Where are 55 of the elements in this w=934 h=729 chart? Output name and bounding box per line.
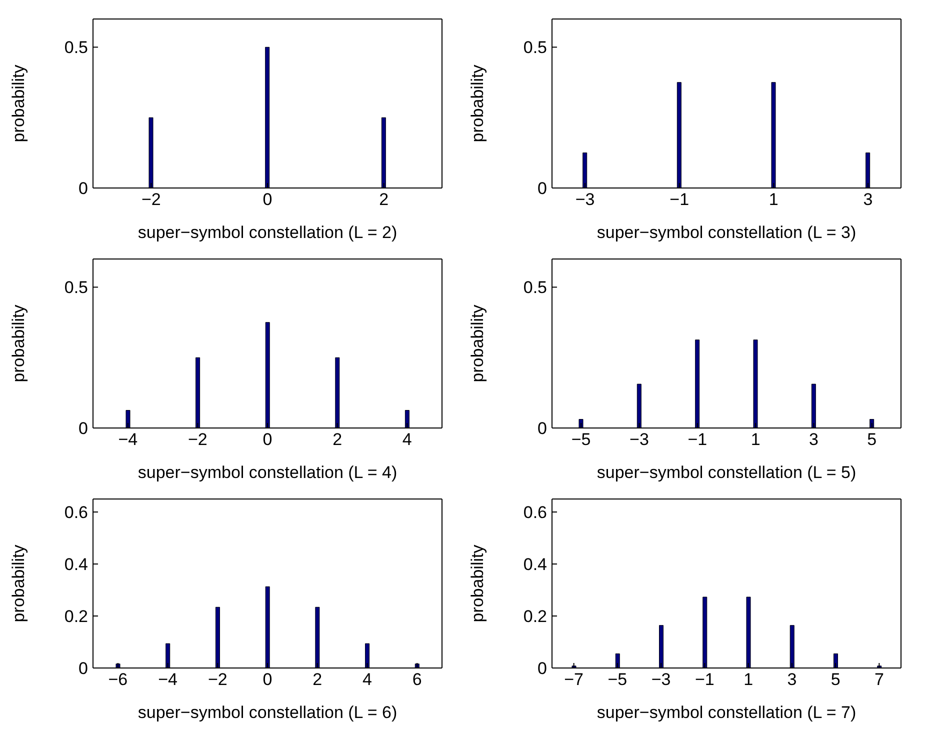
x-tick-label: 4 [362,670,372,690]
x-tick-label: 2 [312,670,322,690]
x-tick-label: −4 [158,670,178,690]
x-tick-label: −2 [208,670,228,690]
y-axis-title: probability [9,304,28,382]
x-tick-label: −6 [108,670,128,690]
x-axis-title: super−symbol constellation (L = 7) [596,703,856,722]
y-tick-label: 0.6 [64,503,88,522]
x-tick-label: 7 [874,670,884,690]
x-tick-label: 4 [402,430,412,450]
y-axis-title: probability [468,544,488,622]
x-axis-title: super−symbol constellation (L = 5) [596,463,856,482]
x-axis-title: super−symbol constellation (L = 2) [138,223,398,242]
x-tick-label: 6 [412,670,422,690]
x-tick-label: −3 [651,670,671,690]
x-tick-label: −2 [141,190,161,210]
y-tick-label: 0.5 [523,278,547,298]
x-tick-label: −2 [188,430,208,450]
y-tick-label: 0.6 [523,503,547,522]
x-tick-label: −7 [564,670,584,690]
x-tick-label: 3 [809,430,818,450]
y-axis-title: probability [468,304,488,382]
x-tick-label: 3 [787,670,797,690]
x-tick-label: −5 [608,670,628,690]
x-tick-label: −3 [575,190,595,210]
x-axis-title: super−symbol constellation (L = 6) [138,703,398,722]
x-tick-label: −1 [670,190,690,210]
y-axis-title: probability [9,64,28,142]
x-tick-label: 2 [332,430,342,450]
x-tick-label: 0 [262,190,272,210]
x-tick-label: −5 [571,430,591,450]
y-tick-label: 0.5 [64,278,88,298]
x-axis-title: super−symbol constellation (L = 4) [138,463,398,482]
y-tick-label: 0.5 [523,38,547,58]
x-tick-label: −1 [694,670,714,690]
x-tick-label: 1 [750,430,760,450]
y-axis-title: probability [9,544,28,622]
x-tick-label: 5 [830,670,840,690]
y-tick-label: 0.2 [64,607,88,626]
x-tick-label: −4 [118,430,138,450]
x-tick-label: 5 [867,430,877,450]
x-tick-label: 0 [262,670,272,690]
y-tick-label: 0.5 [64,38,88,58]
y-tick-label: 0.4 [64,555,88,574]
x-tick-label: 0 [262,430,272,450]
y-tick-label: 0.2 [523,607,547,626]
x-axis-title: super−symbol constellation (L = 3) [596,223,856,242]
x-tick-label: −3 [630,430,649,450]
x-tick-label: −1 [688,430,708,450]
x-tick-label: 1 [744,670,754,690]
x-tick-label: 3 [863,190,873,210]
x-tick-label: 1 [768,190,778,210]
x-tick-label: 2 [379,190,389,210]
y-tick-label: 0.4 [523,555,547,574]
y-axis-title: probability [468,64,488,142]
